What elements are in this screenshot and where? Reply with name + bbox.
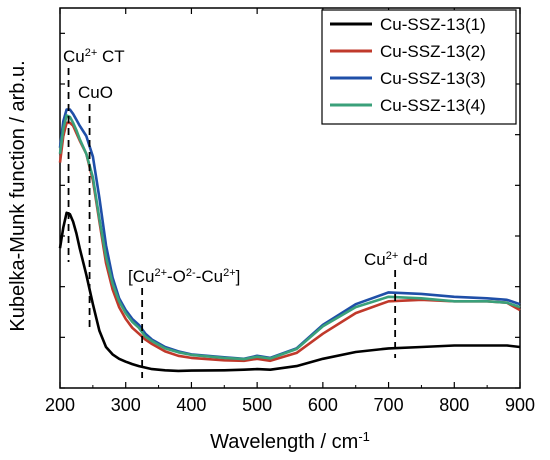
legend-label-2: Cu-SSZ-13(2)	[380, 42, 486, 61]
x-tick-label: 700	[374, 395, 404, 415]
x-tick-label: 600	[308, 395, 338, 415]
series-line-4	[58, 114, 521, 361]
series-line-3	[58, 108, 521, 361]
series-line-2	[58, 121, 521, 363]
x-tick-label: 200	[45, 395, 75, 415]
x-axis-ticks: 200 300 400 500 600 700 800 900	[45, 8, 535, 415]
x-tick-label: 400	[176, 395, 206, 415]
annotation-cu-o-cu: [Cu2+-O2--Cu2+]	[128, 267, 240, 286]
x-axis-label: Wavelength / cm-1	[210, 429, 370, 454]
legend: Cu-SSZ-13(1) Cu-SSZ-13(2) Cu-SSZ-13(3) Cu-S…	[321, 9, 517, 125]
x-tick-label: 800	[439, 395, 469, 415]
legend-items: Cu-SSZ-13(1) Cu-SSZ-13(2) Cu-SSZ-13(3) Cu-S…	[330, 15, 486, 115]
x-tick-label: 500	[242, 395, 272, 415]
y-axis-ticks	[60, 32, 520, 389]
annotation-cu-dd: Cu2+ d-d	[364, 250, 428, 269]
annotation-cu-ct: Cu2+ CT	[63, 47, 125, 66]
annotation-markers	[67, 68, 397, 378]
series-lines	[58, 108, 521, 373]
legend-label-4: Cu-SSZ-13(4)	[380, 96, 486, 115]
x-tick-label: 900	[505, 395, 535, 415]
x-tick-label: 300	[111, 395, 141, 415]
legend-label-1: Cu-SSZ-13(1)	[380, 15, 486, 34]
y-axis-label: Kubelka-Munk function / arb.u.	[7, 60, 29, 331]
series-line-1	[58, 211, 521, 373]
legend-label-3: Cu-SSZ-13(3)	[380, 69, 486, 88]
annotation-cuo: CuO	[78, 83, 113, 102]
